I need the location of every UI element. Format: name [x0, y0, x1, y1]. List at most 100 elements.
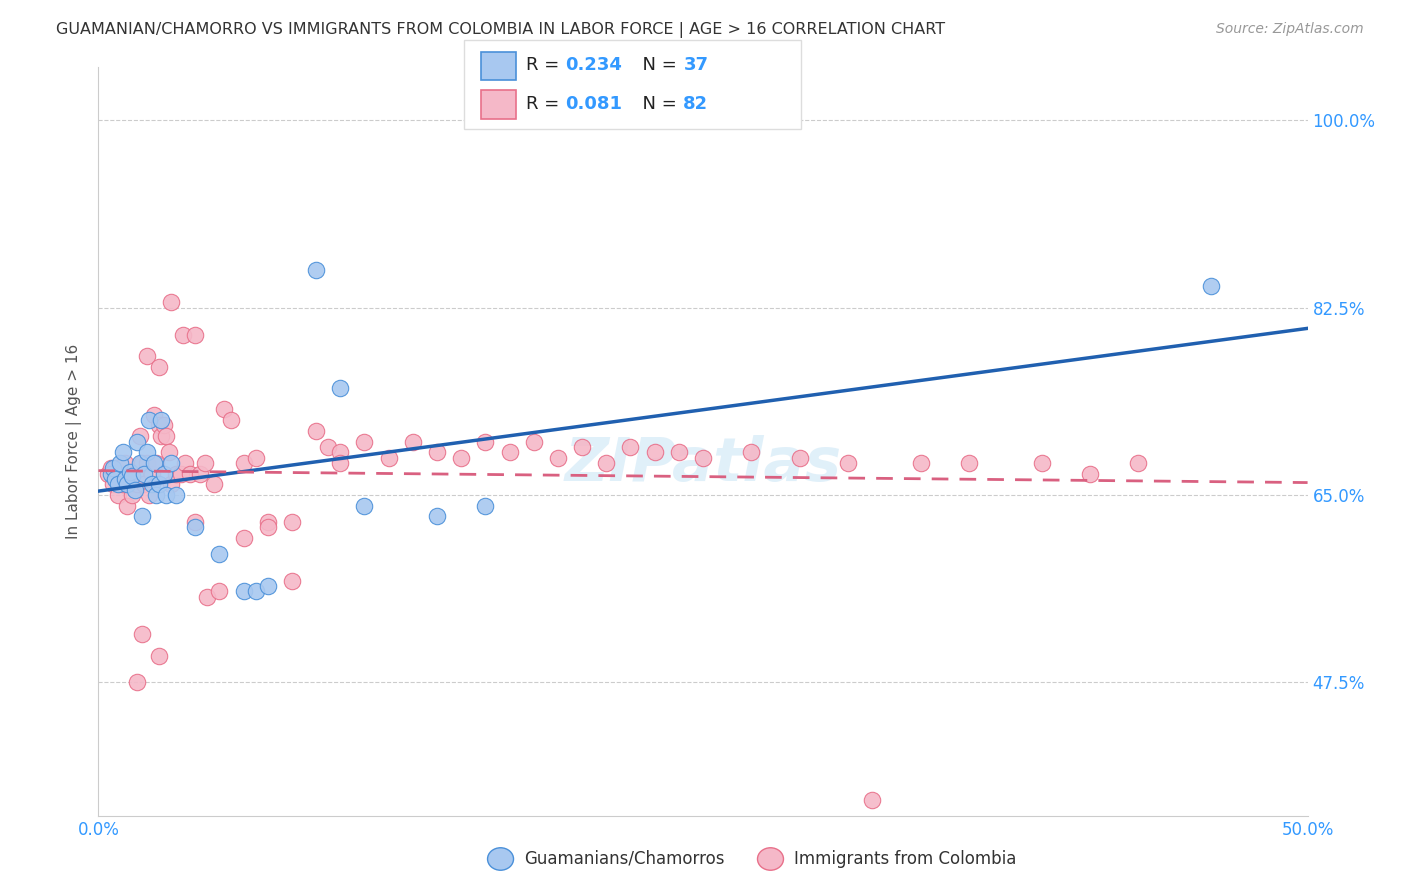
Point [134, 477, 156, 491]
Point [165, 488, 187, 502]
Point [212, 402, 235, 417]
Point [108, 456, 131, 470]
Point [740, 445, 762, 459]
Point [619, 440, 641, 454]
Point [692, 450, 714, 465]
Point [910, 456, 932, 470]
Point [195, 590, 218, 604]
Point [101, 461, 124, 475]
Point [474, 499, 496, 513]
Point [256, 579, 278, 593]
Point [138, 488, 160, 502]
Point [155, 488, 177, 502]
Point [329, 445, 352, 459]
Point [107, 477, 129, 491]
Point [208, 584, 231, 599]
Point [160, 477, 183, 491]
Point [114, 456, 136, 470]
Point [204, 477, 226, 491]
Text: ZIPatlas: ZIPatlas [564, 434, 842, 493]
Text: 0.081: 0.081 [565, 95, 623, 113]
Point [121, 488, 143, 502]
Point [208, 547, 231, 561]
Point [152, 467, 174, 481]
Circle shape [488, 847, 513, 871]
Point [668, 445, 690, 459]
Point [353, 434, 375, 449]
Point [155, 429, 177, 443]
Point [135, 456, 157, 470]
Point [547, 450, 569, 465]
Point [160, 456, 183, 470]
Point [353, 499, 375, 513]
Point [143, 408, 166, 422]
Point [150, 413, 173, 427]
Point [134, 467, 156, 481]
Y-axis label: In Labor Force | Age > 16: In Labor Force | Age > 16 [66, 344, 83, 539]
Point [127, 477, 149, 491]
Point [316, 440, 339, 454]
Point [124, 483, 146, 497]
Point [104, 461, 127, 475]
Point [232, 456, 254, 470]
Point [329, 381, 352, 395]
Point [127, 675, 149, 690]
Text: GUAMANIAN/CHAMORRO VS IMMIGRANTS FROM COLOMBIA IN LABOR FORCE | AGE > 16 CORRELA: GUAMANIAN/CHAMORRO VS IMMIGRANTS FROM CO… [56, 22, 945, 38]
Point [128, 429, 150, 443]
Point [124, 467, 146, 481]
Point [426, 509, 449, 524]
Point [571, 440, 593, 454]
Point [1199, 279, 1222, 293]
Text: R =: R = [526, 95, 565, 113]
Point [957, 456, 980, 470]
Text: 37: 37 [683, 56, 709, 74]
Point [232, 531, 254, 545]
Point [305, 263, 328, 277]
Point [97, 467, 120, 481]
Point [644, 445, 666, 459]
Point [402, 434, 425, 449]
Point [117, 499, 139, 513]
Point [245, 450, 267, 465]
Point [184, 520, 207, 534]
Point [245, 584, 267, 599]
Point [426, 445, 449, 459]
Point [174, 456, 197, 470]
Point [1031, 456, 1053, 470]
Point [117, 477, 139, 491]
Point [523, 434, 546, 449]
Point [118, 465, 141, 479]
Point [111, 445, 134, 459]
Text: N =: N = [631, 95, 683, 113]
Circle shape [758, 847, 783, 871]
Point [1128, 456, 1150, 470]
Point [232, 584, 254, 599]
Point [131, 456, 153, 470]
Point [474, 434, 496, 449]
Point [143, 456, 166, 470]
Point [450, 450, 472, 465]
Point [135, 445, 157, 459]
Point [172, 327, 194, 342]
Point [165, 467, 187, 481]
Text: Guamanians/Chamorros: Guamanians/Chamorros [524, 850, 725, 868]
Point [256, 520, 278, 534]
Point [498, 445, 520, 459]
Point [1078, 467, 1101, 481]
Point [837, 456, 859, 470]
Point [281, 515, 304, 529]
Point [194, 456, 217, 470]
Point [141, 477, 163, 491]
Point [121, 468, 143, 483]
Point [281, 574, 304, 588]
Text: 82: 82 [683, 95, 709, 113]
Point [104, 472, 127, 486]
Point [860, 793, 883, 807]
Text: Immigrants from Colombia: Immigrants from Colombia [794, 850, 1017, 868]
Point [145, 488, 167, 502]
Point [789, 450, 811, 465]
Point [377, 450, 399, 465]
Point [131, 509, 153, 524]
Point [148, 418, 170, 433]
Text: 0.234: 0.234 [565, 56, 621, 74]
